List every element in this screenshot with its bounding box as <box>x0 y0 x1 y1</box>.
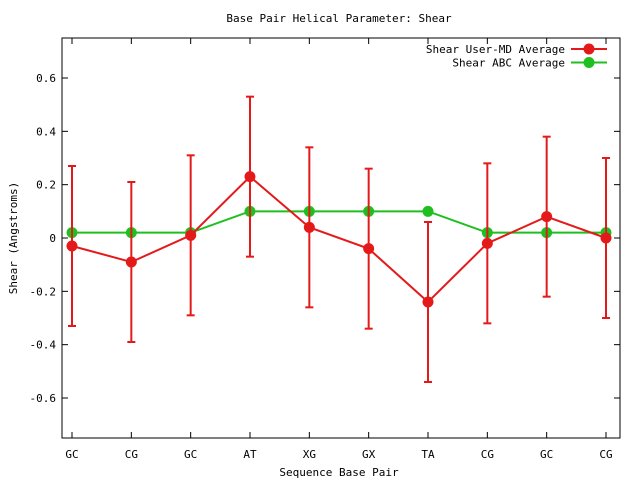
data-point <box>422 296 434 308</box>
series-line <box>72 210 606 234</box>
y-axis-label: Shear (Angstroms) <box>7 182 20 295</box>
series-line <box>71 175 607 304</box>
series-layer <box>66 95 612 383</box>
x-tick-label: CG <box>599 448 612 461</box>
y-tick-label: -0.4 <box>30 339 57 352</box>
legend-label: Shear User-MD Average <box>426 43 565 56</box>
data-point <box>363 243 375 255</box>
data-point <box>244 171 256 183</box>
data-point <box>66 240 78 252</box>
x-tick-label: CG <box>481 448 494 461</box>
legend-label: Shear ABC Average <box>452 57 565 70</box>
x-tick-label: GX <box>362 448 376 461</box>
data-point <box>125 256 137 268</box>
x-tick-label: AT <box>243 448 257 461</box>
y-tick-label: 0.6 <box>36 72 56 85</box>
data-point <box>541 211 553 223</box>
y-tick-label: -0.2 <box>30 285 57 298</box>
y-tick-label: 0.4 <box>36 125 56 138</box>
y-tick-label: 0 <box>49 232 56 245</box>
y-tick-label: 0.2 <box>36 179 56 192</box>
axes: -0.6 -0.4 -0.2 0 0.2 0.4 0.6 GC CG GC AT XG GX TA CG GC… <box>30 38 620 461</box>
series-abc <box>66 205 612 239</box>
legend-marker <box>583 43 595 55</box>
x-axis-label: Sequence Base Pair <box>279 466 399 479</box>
data-point <box>422 205 434 217</box>
series-user-md <box>66 95 612 383</box>
plot-frame <box>61 37 621 439</box>
data-point <box>185 229 197 241</box>
x-tick-label: GC <box>184 448 197 461</box>
x-tick-label: CG <box>125 448 138 461</box>
data-point <box>481 237 493 249</box>
data-point <box>303 221 315 233</box>
x-tick-label: XG <box>303 448 316 461</box>
x-tick-label: GC <box>540 448 553 461</box>
chart-title: Base Pair Helical Parameter: Shear <box>226 12 452 25</box>
data-point <box>600 232 612 244</box>
legend-marker <box>583 57 595 68</box>
x-tick-label: GC <box>65 448 78 461</box>
y-tick-label: -0.6 <box>30 392 57 405</box>
x-tick-label: TA <box>421 448 435 461</box>
